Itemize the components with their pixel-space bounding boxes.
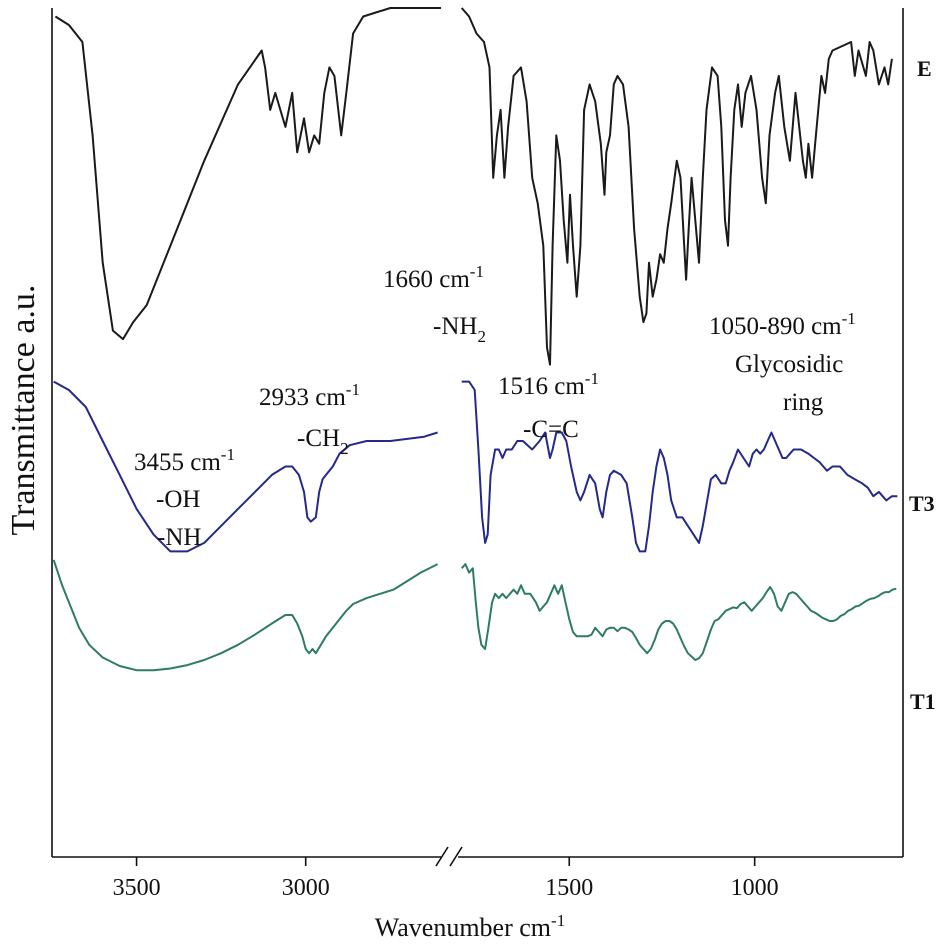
- y-axis-title: Transmittance a.u.: [5, 285, 42, 536]
- annotation-nh2: -NH2: [433, 313, 486, 346]
- x-tick-label-3000: 3000: [282, 875, 330, 901]
- annotation-cc: -C=C: [523, 416, 579, 443]
- annotation-nh: -NH: [157, 524, 201, 551]
- axis-break-mark: [449, 846, 463, 867]
- annotation-2933: 2933 cm-1: [259, 380, 360, 411]
- annotation-ch2: -CH2: [297, 425, 349, 458]
- series-line-t3-high-range: [53, 380, 438, 553]
- annotation-1516: 1516 cm-1: [498, 369, 599, 400]
- series-label-t1: T1: [910, 689, 936, 714]
- x-tick-label-1500: 1500: [545, 875, 593, 901]
- series-line-t1-low-range: [460, 563, 897, 661]
- series-line-t3-low-range: [461, 380, 898, 553]
- annotation-1660: 1660 cm-1: [383, 262, 484, 293]
- series-label-t3: T3: [909, 491, 935, 516]
- series-label-e: E: [917, 56, 932, 81]
- series-line-e-high-range: [54, 7, 441, 341]
- annotation-ring: ring: [783, 389, 824, 416]
- x-tick-label-3500: 3500: [113, 875, 161, 901]
- series-line-t1-high-range: [52, 559, 439, 672]
- annotation-glycosidic: Glycosidic: [735, 351, 843, 378]
- annotation-1050-890: 1050-890 cm-1: [709, 309, 856, 340]
- annotation-3455: 3455 cm-1: [134, 445, 235, 476]
- series-line-e-low-range: [460, 7, 893, 366]
- axis-break-mark: [435, 846, 449, 867]
- x-tick-label-1000: 1000: [731, 875, 779, 901]
- annotation-oh: -OH: [156, 486, 200, 513]
- x-axis-title: Wavenumber cm-1: [375, 911, 565, 942]
